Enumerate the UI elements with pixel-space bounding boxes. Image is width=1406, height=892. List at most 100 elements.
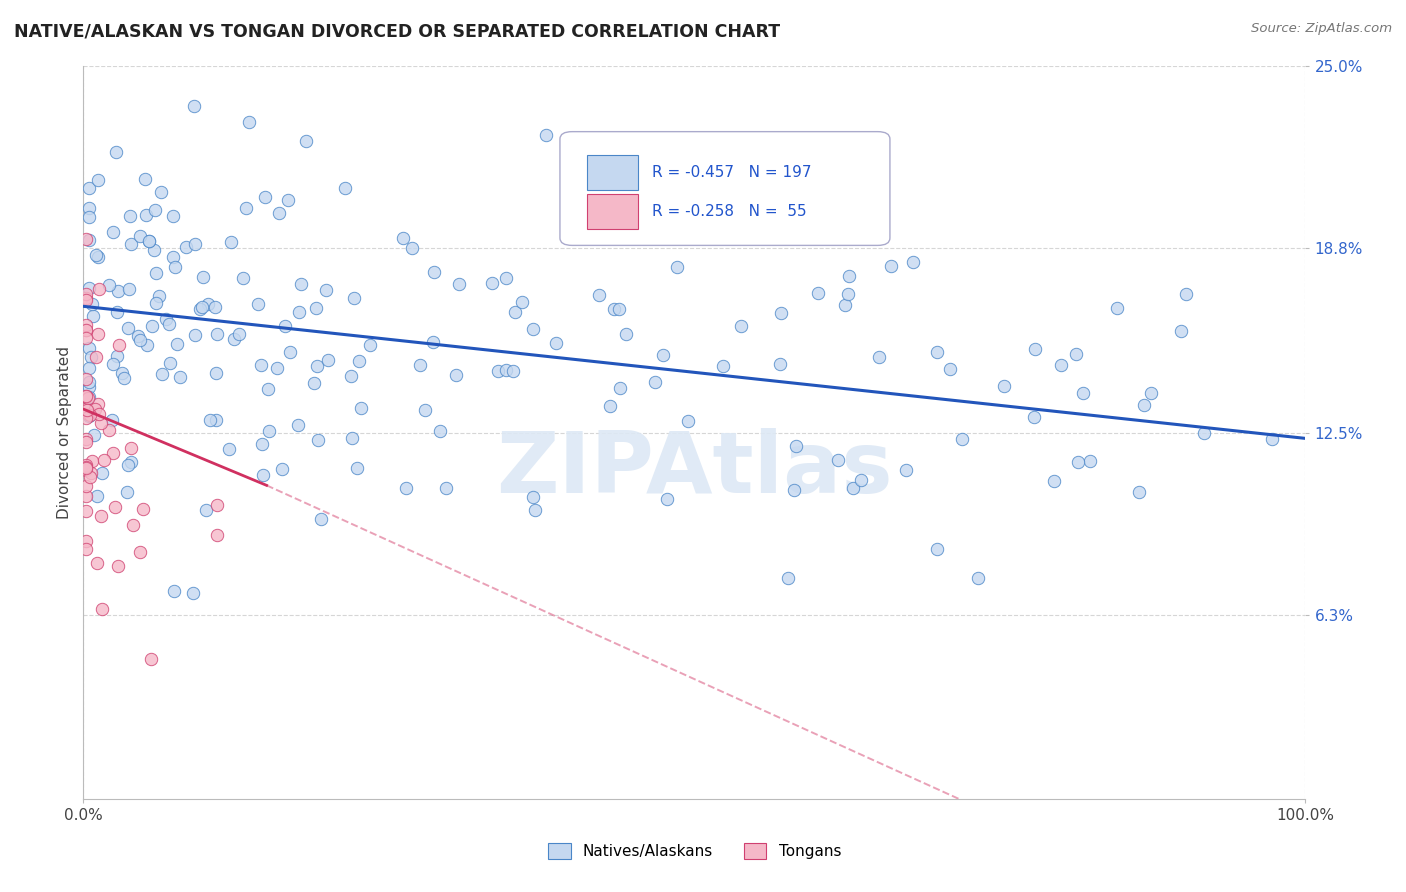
Point [250,358,273,372]
Text: ZIPAtlas: ZIPAtlas [496,428,893,511]
Point [503,305,526,319]
Point [495,271,517,285]
Point [120,454,142,468]
Point [880,259,903,273]
Point [849,473,872,487]
Y-axis label: Divorced or Separated: Divorced or Separated [58,346,72,519]
Point [80,350,103,364]
Point [1067,455,1090,469]
Point [75,291,97,305]
Point [925,541,948,556]
Point [288,305,311,319]
Point [120,441,142,455]
Point [950,432,973,446]
Point [569,229,592,244]
Point [631,207,654,221]
Point [769,306,792,320]
Point [79,390,101,404]
Point [159,356,181,370]
Point [392,231,415,245]
Point [205,366,228,380]
Point [751,227,773,241]
Point [75,232,97,246]
Point [238,115,260,129]
Point [75,318,97,332]
Point [107,558,129,573]
Point [93,452,115,467]
Point [76,408,98,422]
Point [75,293,97,307]
Point [207,498,229,512]
Point [1071,386,1094,401]
Point [75,389,97,403]
Point [104,500,127,515]
Point [169,369,191,384]
Point [679,204,702,219]
Point [105,349,128,363]
Point [967,571,990,585]
Point [162,209,184,223]
Point [115,485,138,500]
Point [607,301,630,316]
Point [842,481,865,495]
Point [429,424,451,438]
Point [266,361,288,376]
Point [82,309,104,323]
Point [105,145,128,160]
Point [333,181,356,195]
Point [522,322,544,336]
Point [87,282,110,296]
Point [290,277,312,291]
Point [83,428,105,442]
Point [270,462,292,476]
Point [588,288,610,302]
Point [166,337,188,351]
Point [107,284,129,298]
Point [278,345,301,359]
Point [84,248,107,262]
Point [188,301,211,316]
Point [395,481,418,495]
Point [181,585,204,599]
Point [676,414,699,428]
Point [1174,287,1197,301]
Point [183,99,205,113]
Point [232,270,254,285]
Point [75,401,97,416]
Point [422,335,444,350]
Point [599,399,621,413]
Point [346,461,368,475]
Point [939,362,962,376]
Point [84,350,107,364]
Point [340,431,363,445]
Point [79,342,101,356]
Point [75,390,97,404]
Point [295,134,318,148]
Point [205,527,228,541]
Point [1064,347,1087,361]
Point [993,379,1015,393]
Point [347,354,370,368]
Point [257,424,280,438]
Point [75,323,97,337]
Point [87,172,110,186]
Point [75,460,97,475]
Point [75,458,97,473]
Text: R = -0.258   N =  55: R = -0.258 N = 55 [651,204,806,219]
Point [235,201,257,215]
Point [827,453,849,467]
Point [118,281,141,295]
Point [318,353,340,368]
Point [120,237,142,252]
Point [75,411,97,425]
Point [103,357,125,371]
Point [121,518,143,533]
Point [576,231,599,245]
Point [75,286,97,301]
Text: Source: ZipAtlas.com: Source: ZipAtlas.com [1251,22,1392,36]
Point [129,333,152,347]
Point [1128,484,1150,499]
Point [409,358,432,372]
Point [776,571,799,585]
Point [132,501,155,516]
